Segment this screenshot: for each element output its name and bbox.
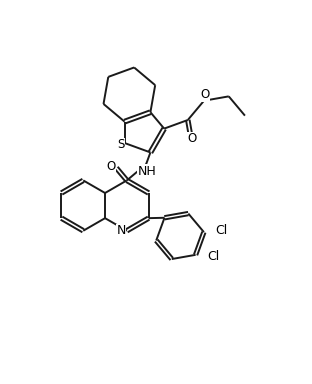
Text: N: N bbox=[116, 224, 126, 237]
Text: O: O bbox=[106, 160, 115, 173]
Text: Cl: Cl bbox=[215, 224, 227, 237]
Text: O: O bbox=[200, 88, 209, 101]
Text: NH: NH bbox=[137, 165, 156, 178]
Text: Cl: Cl bbox=[207, 250, 219, 263]
Text: O: O bbox=[188, 132, 197, 145]
Text: S: S bbox=[117, 138, 124, 151]
